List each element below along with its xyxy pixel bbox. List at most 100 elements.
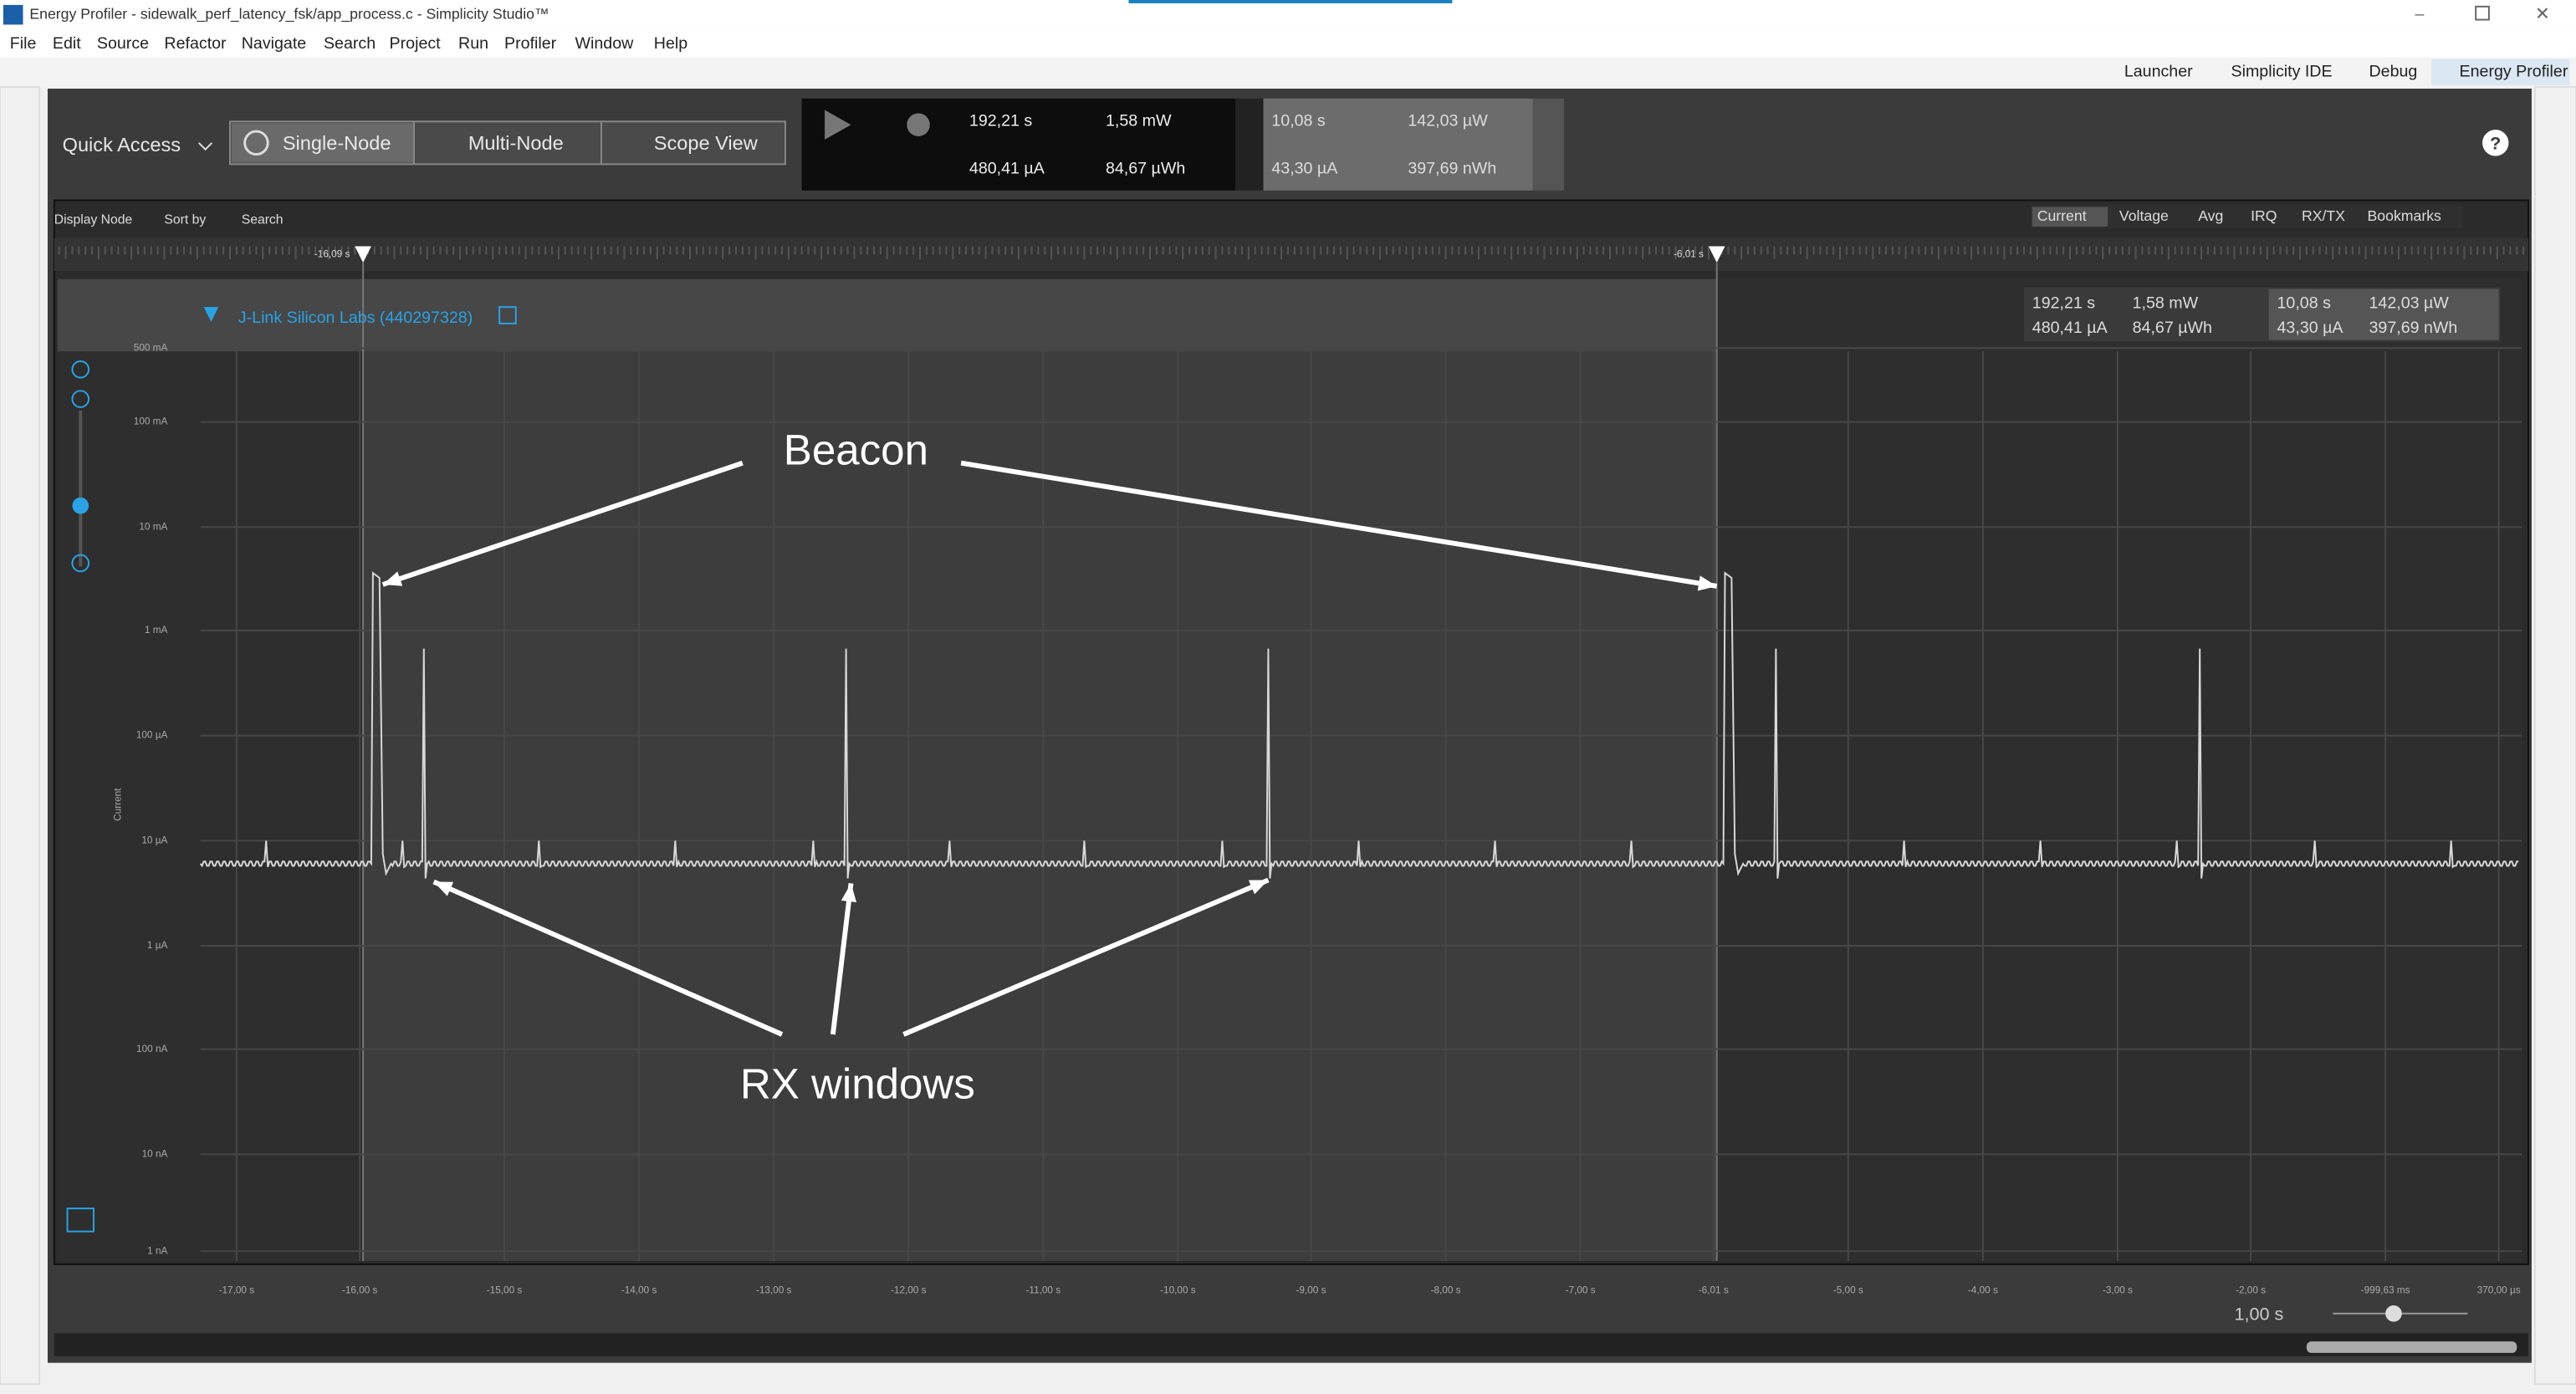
x-tick-label: -5,00 s (1833, 1284, 1863, 1295)
selection-range (363, 278, 1717, 1261)
close[interactable]: ✕ (2535, 3, 2550, 23)
selection-power: 142,03 µW (1408, 111, 1488, 130)
menu-item[interactable]: Project (390, 34, 442, 53)
mode-button[interactable]: Scope View (654, 132, 759, 154)
play-button[interactable] (825, 110, 851, 140)
graph-tab[interactable]: RX/TX (2302, 207, 2345, 224)
restore[interactable] (2475, 5, 2490, 21)
perspective-button[interactable]: Debug (2369, 63, 2418, 81)
graph-tab[interactable]: Bookmarks (2368, 207, 2441, 224)
y-tick-label: 100 mA (134, 416, 168, 427)
menu-item[interactable]: Navigate (242, 34, 307, 53)
x-tick-label: -14,00 s (621, 1284, 657, 1295)
graph-tab[interactable]: Voltage (2119, 207, 2169, 224)
menu-item[interactable]: Edit (53, 34, 81, 53)
annotation-rx-windows: RX windows (740, 1060, 975, 1107)
annotation-arrow (432, 879, 784, 1037)
readout-power: 1,58 mW (1106, 111, 1172, 130)
left-trim (0, 86, 41, 1386)
x-tick-label: -4,00 s (1968, 1284, 1998, 1295)
menu-item[interactable]: Source (97, 34, 149, 53)
graph-tab[interactable]: Current (2037, 207, 2087, 224)
selection-energy: 397,69 nWh (1408, 159, 1496, 177)
quick-access[interactable]: Quick Access (63, 134, 181, 156)
active-perspective (2431, 59, 2570, 86)
x-tick-label: -16,00 s (342, 1284, 378, 1295)
readout-icons (1235, 98, 1264, 191)
node-selection-power: 142,03 µW (2369, 294, 2450, 312)
y-tick-label: 10 nA (142, 1148, 168, 1159)
minimize[interactable]: – (2415, 5, 2425, 23)
annotation-arrow (960, 460, 1718, 589)
node-menu[interactable] (498, 306, 517, 324)
node-header (57, 278, 1717, 352)
x-tick-label: -8,00 s (1431, 1284, 1461, 1295)
perspective-button[interactable]: Simplicity IDE (2231, 63, 2333, 81)
x-tick-label: -6,01 s (1699, 1284, 1729, 1295)
node-name[interactable]: J-Link Silicon Labs (440297328) (238, 309, 473, 327)
readout-current: 480,41 µA (969, 159, 1045, 177)
arrow-head (841, 883, 857, 902)
node-selection-energy: 397,69 nWh (2369, 319, 2458, 337)
marker-handle[interactable] (1708, 246, 1725, 263)
marker-label: -16,09 s (314, 248, 350, 259)
mode-button[interactable]: Multi-Node (468, 132, 564, 154)
graph-tab[interactable]: IRQ (2251, 207, 2277, 224)
menu-item[interactable]: Refactor (164, 34, 227, 53)
help-button[interactable] (2482, 130, 2509, 156)
help-glyph: ? (2490, 132, 2501, 153)
window-title: Energy Profiler - sidewalk_perf_latency_… (29, 5, 549, 23)
filter-control[interactable]: Display Node (54, 212, 133, 227)
annotation-arrow (381, 460, 744, 587)
annotation-arrow (902, 877, 1270, 1037)
time-zoom-value: 1,00 s (2235, 1303, 2284, 1324)
zoom-thumb[interactable] (72, 497, 89, 514)
x-tick-label: -7,00 s (1566, 1284, 1596, 1295)
perspective-button[interactable]: Energy Profiler (2460, 63, 2568, 81)
node-selection-readouts (2268, 289, 2499, 340)
x-tick-label: 370,00 µs (2477, 1284, 2521, 1295)
node-energy: 84,67 µWh (2133, 319, 2212, 337)
scale-toggle[interactable] (66, 1208, 95, 1233)
scroll-thumb[interactable] (2306, 1341, 2517, 1353)
record-button[interactable] (907, 113, 930, 136)
x-tick-label: -12,00 s (891, 1284, 927, 1295)
reset-zoom[interactable] (71, 360, 90, 379)
menu-item[interactable]: Help (654, 34, 687, 53)
x-tick-label: -17,00 s (219, 1284, 255, 1295)
arrow-head (1697, 575, 1717, 591)
filter-control[interactable]: Sort by (164, 212, 206, 227)
annotation-beacon: Beacon (784, 426, 928, 473)
labels: File Edit Source Refactor Navigate Search Proj… (10, 34, 2568, 1324)
y-tick-label: 500 mA (134, 342, 168, 353)
time-zoom-thumb[interactable] (2385, 1305, 2402, 1322)
menu-item[interactable]: Profiler (504, 34, 557, 53)
selection-icons (1532, 98, 1564, 191)
grid (58, 246, 2525, 1261)
mode-active (231, 123, 414, 163)
title-accent (1128, 0, 1453, 3)
perspective-button[interactable]: Launcher (2124, 63, 2193, 81)
mode-button[interactable]: Single-Node (283, 132, 391, 154)
graph-tab[interactable]: Avg (2198, 207, 2223, 224)
arrow-head (382, 571, 403, 586)
marker-label: -6,01 s (1674, 248, 1704, 259)
filter-control[interactable]: Search (242, 212, 284, 227)
menu-item[interactable]: Search (324, 34, 376, 53)
zoom-out[interactable] (71, 554, 90, 573)
menu-item[interactable]: Run (458, 34, 488, 53)
node-current: 480,41 µA (2032, 319, 2108, 337)
x-tick-label: -10,00 s (1160, 1284, 1196, 1295)
zoom-in[interactable] (71, 390, 90, 408)
app-icon (3, 4, 23, 25)
perspective-bar (0, 57, 2576, 88)
selection-time: 10,08 s (1271, 111, 1326, 130)
scrollbar (54, 1333, 2529, 1356)
node-expand[interactable] (203, 307, 219, 322)
marker-handle[interactable] (355, 246, 371, 263)
y-tick-label: 1 mA (145, 625, 168, 636)
tab-active (2032, 207, 2108, 227)
menu-item[interactable]: File (10, 34, 37, 53)
menu-item[interactable]: Window (575, 34, 635, 53)
